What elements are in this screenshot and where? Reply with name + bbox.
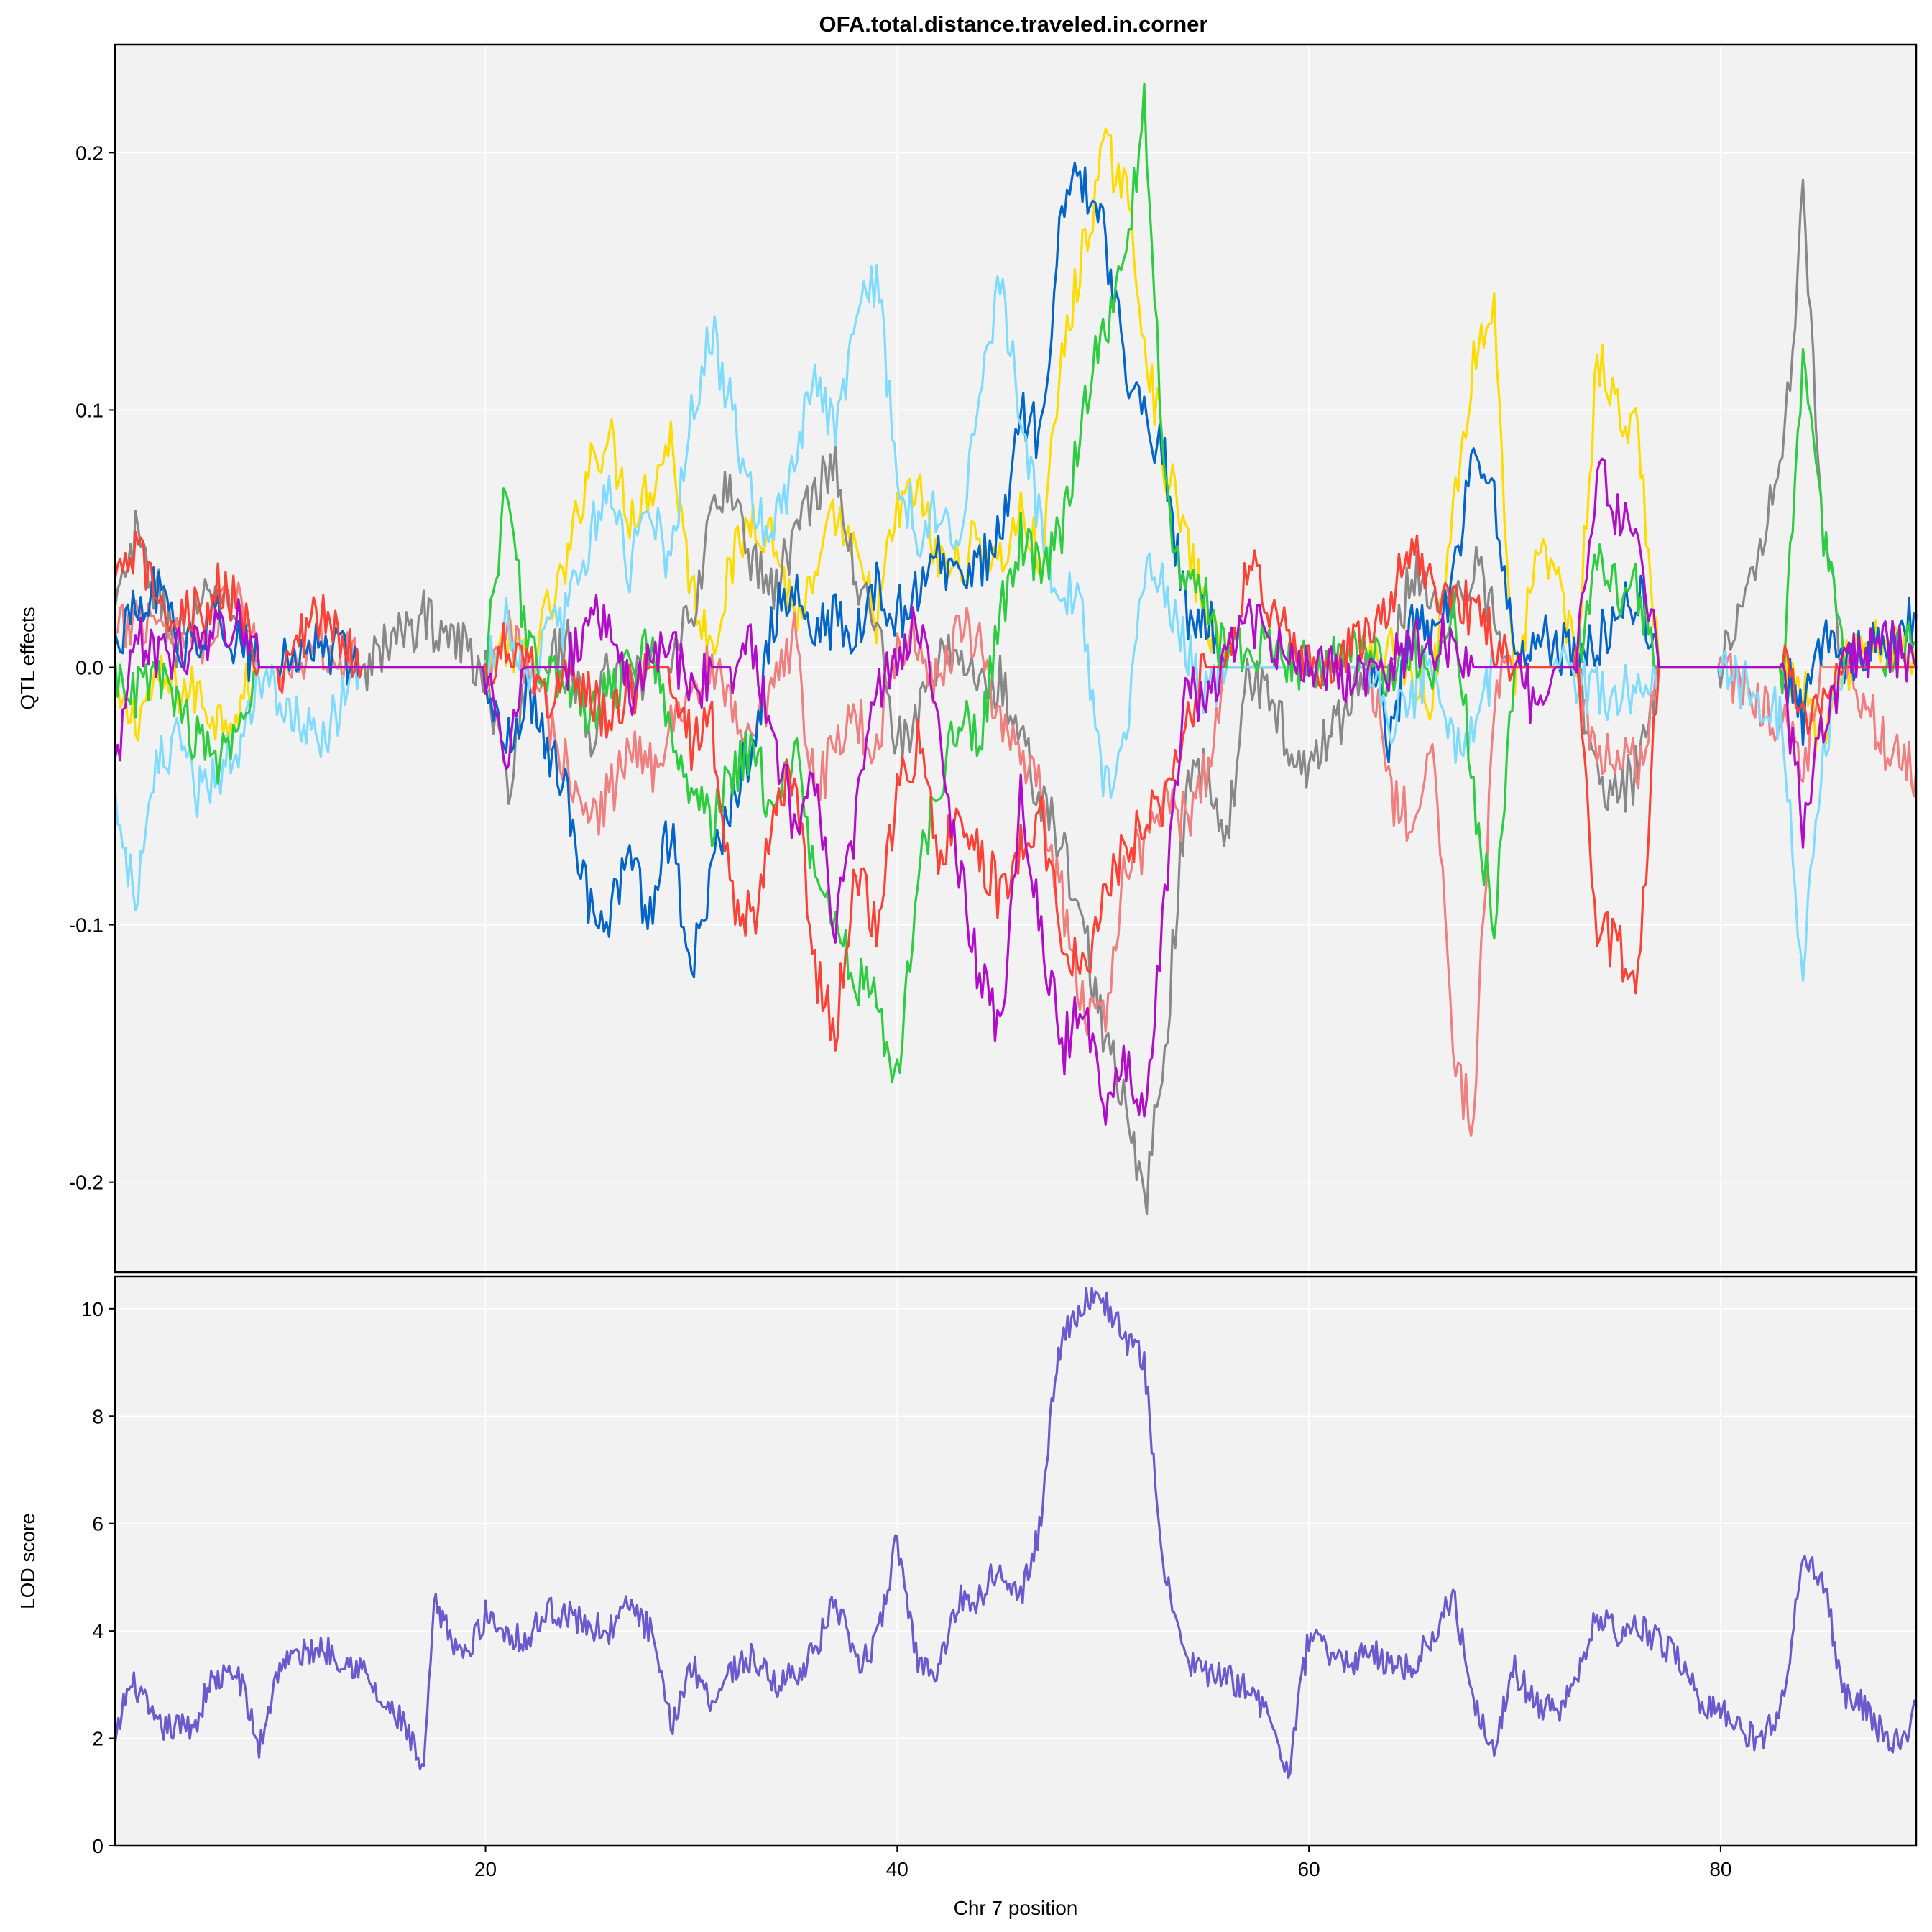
effects-panel-background <box>115 45 1916 1272</box>
effects-y-tick-label: -0.2 <box>69 1172 104 1194</box>
chart-title: OFA.total.distance.traveled.in.corner <box>819 12 1208 37</box>
effects-series-h <box>114 457 1918 1126</box>
x-tick-label: 80 <box>1709 1858 1731 1880</box>
effects-y-tick-label: 0.1 <box>75 399 104 421</box>
lod-y-axis: 0 2 4 6 8 10 <box>81 1298 115 1857</box>
lod-y-tick-label: 4 <box>92 1620 104 1642</box>
x-tick-label: 40 <box>886 1858 908 1880</box>
effects-y-tick-label: 0.2 <box>75 142 104 164</box>
effects-series-group <box>114 82 1918 1215</box>
effects-series-b <box>114 178 1918 1215</box>
effects-panel-frame <box>114 43 1918 1274</box>
lod-y-axis-title: LOD score <box>17 1513 39 1609</box>
lod-series-group <box>114 1287 1918 1779</box>
lod-series-lod <box>114 1287 1918 1779</box>
lod-y-tick-label: 6 <box>92 1513 104 1535</box>
lod-y-tick-label: 0 <box>92 1835 104 1857</box>
effects-y-axis-title: QTL effects <box>17 607 39 709</box>
lod-y-tick-label: 8 <box>92 1405 104 1427</box>
lod-y-tick-label: 2 <box>92 1728 104 1750</box>
x-tick-label: 60 <box>1298 1858 1320 1880</box>
effects-panel: -0.2 -0.1 0.0 0.1 0.2 QTL effects <box>17 43 1918 1274</box>
lod-panel: 0 2 4 6 8 10 LOD score <box>17 1275 1918 1857</box>
lod-panel-background <box>115 1276 1916 1846</box>
x-axis-title: Chr 7 position <box>954 1897 1078 1919</box>
effects-y-axis: -0.2 -0.1 0.0 0.1 0.2 <box>69 142 115 1194</box>
lod-y-tick-label: 10 <box>81 1298 104 1320</box>
effects-y-tick-label: -0.1 <box>69 914 104 937</box>
effects-y-tick-label: 0.0 <box>75 657 104 679</box>
lod-panel-frame <box>114 1275 1918 1847</box>
x-axis: 20 40 60 80 <box>474 1846 1731 1880</box>
x-tick-label: 20 <box>474 1858 497 1880</box>
